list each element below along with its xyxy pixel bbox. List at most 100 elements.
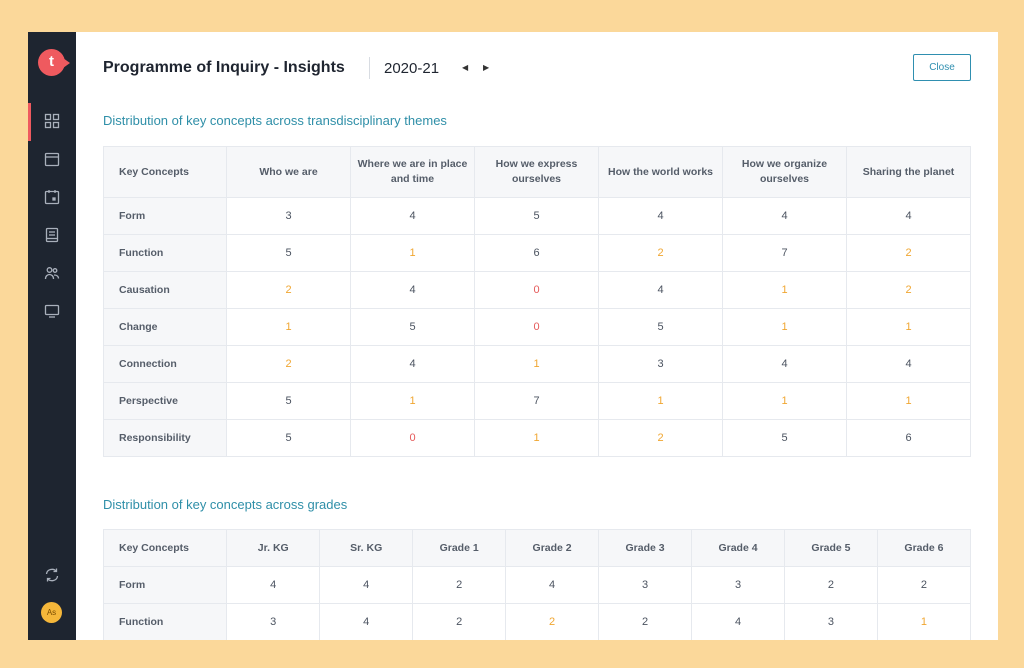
table-cell: 4 <box>350 197 475 235</box>
column-header-sr-kg: Sr. KG <box>319 529 414 567</box>
table-cell: 4 <box>319 566 414 604</box>
user-avatar[interactable]: As <box>41 602 62 623</box>
dashboard-icon[interactable] <box>44 113 60 129</box>
table-cell: 2 <box>846 234 971 272</box>
row-label-form: Form <box>102 566 228 604</box>
themes-table: Key Concepts Who we are Where we are in pl… <box>103 146 971 457</box>
table-cell: 5 <box>226 234 351 272</box>
calendar-icon[interactable] <box>44 151 60 167</box>
table-cell: 2 <box>505 603 600 640</box>
table-cell: 1 <box>722 308 847 346</box>
table-cell: 0 <box>350 419 475 457</box>
table-cell: 6 <box>474 234 599 272</box>
next-year-icon[interactable]: ▶ <box>483 63 490 72</box>
header-divider <box>369 57 370 79</box>
table-cell: 4 <box>226 566 321 604</box>
table-cell: 4 <box>722 345 847 383</box>
table-cell: 2 <box>846 271 971 309</box>
table-cell: 1 <box>846 382 971 420</box>
table-cell: 3 <box>691 566 785 604</box>
column-header-grade-1: Grade 1 <box>412 529 507 567</box>
table-cell: 4 <box>598 197 723 235</box>
table-cell: 3 <box>226 603 321 640</box>
table-cell: 4 <box>505 566 600 604</box>
table-cell: 1 <box>722 271 847 309</box>
app-logo[interactable]: t <box>38 49 70 76</box>
row-label-causation: Causation <box>103 271 227 309</box>
table-cell: 2 <box>226 271 351 309</box>
row-label-change: Change <box>103 308 227 346</box>
column-header-grade-2: Grade 2 <box>505 529 600 567</box>
table-row: Responsibility 5 0 1 2 5 6 <box>103 419 971 457</box>
column-header-how-we-express-ourselves: How we express ourselves <box>474 146 599 198</box>
table-cell: 0 <box>474 271 599 309</box>
column-header-key-concepts: Key Concepts <box>102 529 228 567</box>
table-cell: 2 <box>598 419 723 457</box>
table-cell: 4 <box>722 197 847 235</box>
column-header-how-the-world-works: How the world works <box>598 146 723 198</box>
table-cell: 4 <box>319 603 414 640</box>
table-cell: 1 <box>598 382 723 420</box>
table-cell: 7 <box>722 234 847 272</box>
table-cell: 2 <box>226 345 351 383</box>
close-button[interactable]: Close <box>913 54 971 81</box>
table-cell: 2 <box>876 566 972 604</box>
table-cell: 1 <box>846 308 971 346</box>
table-cell: 4 <box>846 345 971 383</box>
table-cell: 2 <box>598 603 693 640</box>
table-cell: 5 <box>226 382 351 420</box>
table-cell: 4 <box>846 197 971 235</box>
table-cell: 4 <box>598 271 723 309</box>
row-label-connection: Connection <box>103 345 227 383</box>
table-cell: 5 <box>598 308 723 346</box>
table-cell: 6 <box>846 419 971 457</box>
sync-icon[interactable] <box>44 567 60 583</box>
table-cell: 5 <box>226 419 351 457</box>
row-label-perspective: Perspective <box>103 382 227 420</box>
table-cell: 5 <box>350 308 475 346</box>
table-cell: 2 <box>412 566 507 604</box>
table-cell: 4 <box>350 271 475 309</box>
column-header-grade-4: Grade 4 <box>691 529 785 567</box>
table-cell: 1 <box>226 308 351 346</box>
table-cell: 1 <box>722 382 847 420</box>
app-window: t As Programme of Inquiry - Insights 202… <box>28 32 998 640</box>
column-header-grade-5: Grade 5 <box>783 529 878 567</box>
table-cell: 1 <box>350 234 475 272</box>
table-row: Perspective 5 1 7 1 1 1 <box>103 382 971 420</box>
column-header-how-we-organize-ourselves: How we organize ourselves <box>722 146 847 198</box>
column-header-where-we-are-in-place-and-time: Where we are in place and time <box>350 146 475 198</box>
planner-icon[interactable] <box>44 189 60 205</box>
column-header-sharing-the-planet: Sharing the planet <box>846 146 971 198</box>
book-icon[interactable] <box>44 227 60 243</box>
table-cell: 4 <box>350 345 475 383</box>
table-cell: 3 <box>783 603 878 640</box>
prev-year-icon[interactable]: ◀ <box>462 63 469 72</box>
column-header-key-concepts: Key Concepts <box>103 146 227 198</box>
row-label-form: Form <box>103 197 227 235</box>
table-cell: 2 <box>598 234 723 272</box>
year-label: 2020-21 <box>384 60 440 77</box>
column-header-who-we-are: Who we are <box>226 146 351 198</box>
table-row: Connection 2 4 1 3 4 4 <box>103 345 971 383</box>
table-cell: 1 <box>474 419 599 457</box>
table-row: Form 3 4 5 4 4 4 <box>103 197 971 235</box>
table-row: Causation 2 4 0 4 1 2 <box>103 271 971 309</box>
table-cell: 3 <box>598 566 693 604</box>
grades-table: Key Concepts Jr. KG Sr. KG Grade 1 Grade 2 Gr… <box>102 529 972 640</box>
table-cell: 3 <box>226 197 351 235</box>
table-cell: 1 <box>876 603 972 640</box>
row-label-function: Function <box>103 234 227 272</box>
sidebar: t As <box>28 32 76 640</box>
monitor-icon[interactable] <box>44 303 60 319</box>
main-content: Programme of Inquiry - Insights 2020-21 … <box>76 32 998 640</box>
grades-section-title: Distribution of key concepts across grad… <box>103 497 348 512</box>
table-cell: 7 <box>474 382 599 420</box>
table-header-row: Key Concepts Jr. KG Sr. KG Grade 1 Grade 2 Gr… <box>102 529 972 567</box>
column-header-grade-6: Grade 6 <box>876 529 972 567</box>
table-cell: 3 <box>598 345 723 383</box>
table-cell: 2 <box>412 603 507 640</box>
people-icon[interactable] <box>44 265 60 281</box>
table-cell: 2 <box>783 566 878 604</box>
row-label-responsibility: Responsibility <box>103 419 227 457</box>
